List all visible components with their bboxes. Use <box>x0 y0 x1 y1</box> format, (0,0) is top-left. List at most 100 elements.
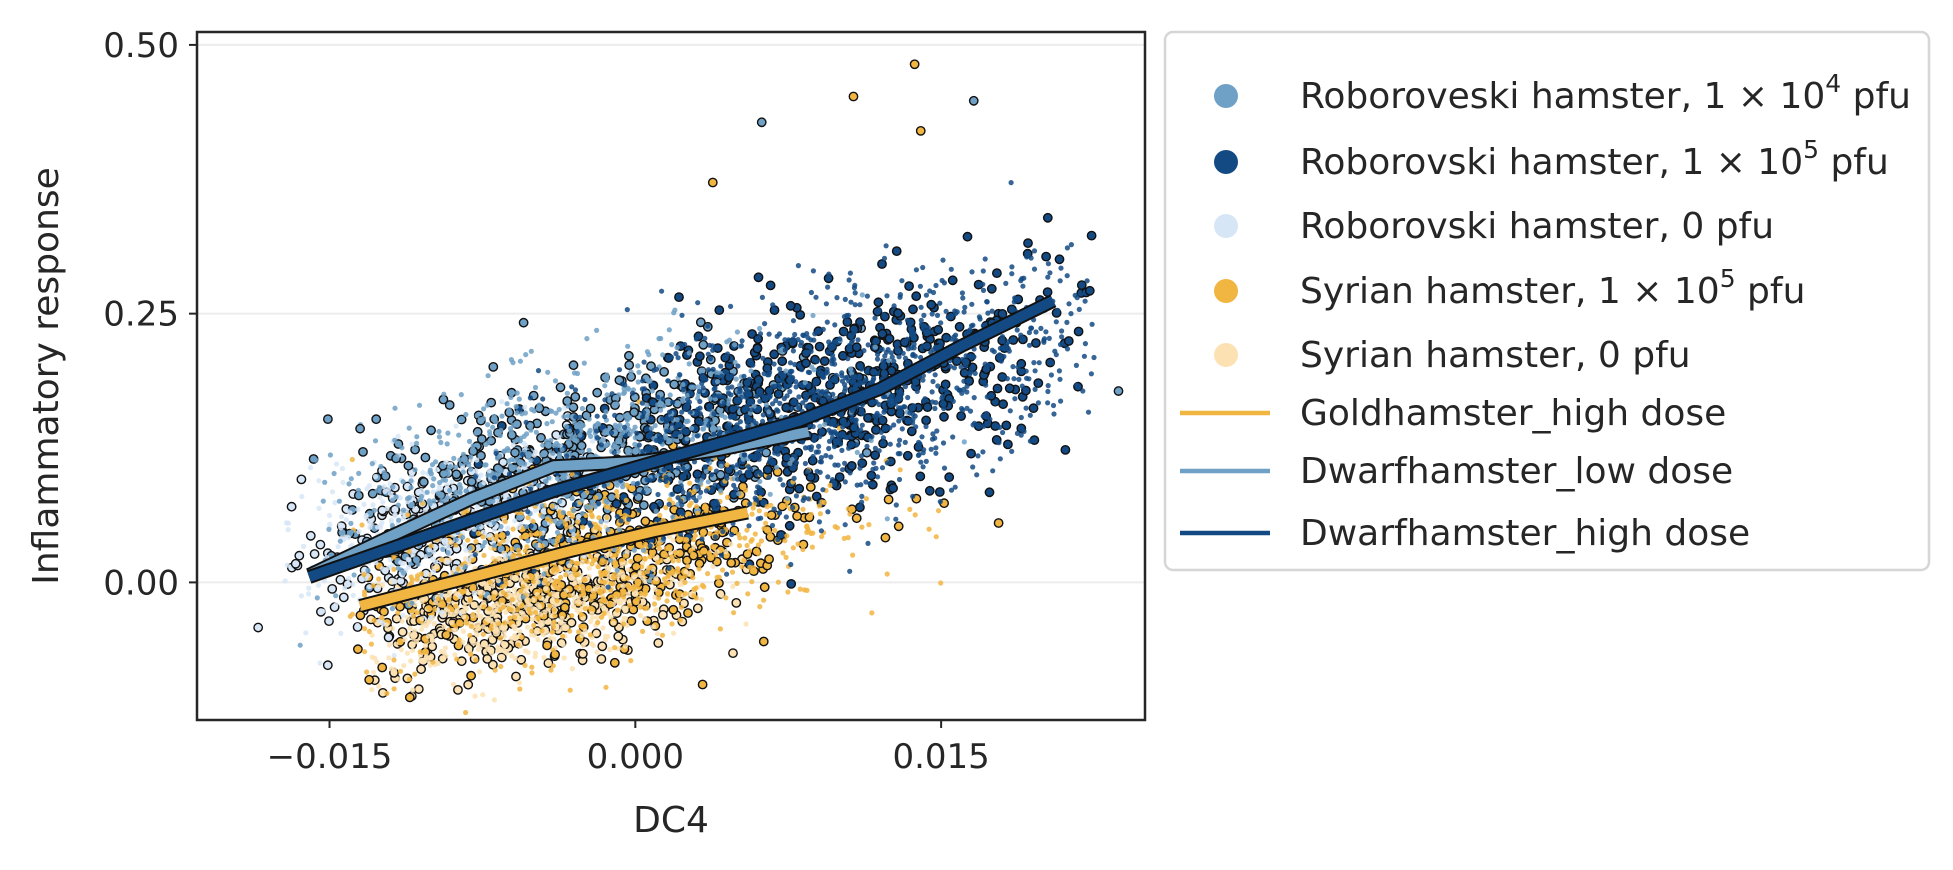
point <box>296 474 307 485</box>
point <box>981 423 987 429</box>
point <box>543 658 554 668</box>
point <box>414 440 420 446</box>
point <box>826 271 832 277</box>
point <box>710 563 716 569</box>
point <box>848 299 854 305</box>
point <box>709 544 716 550</box>
point <box>804 524 810 530</box>
point <box>698 339 709 350</box>
point <box>625 591 631 597</box>
point <box>349 456 355 463</box>
point <box>531 622 537 629</box>
point <box>793 493 800 499</box>
point <box>409 600 415 606</box>
point <box>364 674 375 685</box>
point <box>475 625 482 631</box>
point <box>448 619 454 626</box>
point <box>502 556 509 562</box>
point <box>606 565 612 571</box>
point <box>571 501 578 507</box>
point <box>642 591 648 597</box>
point <box>930 378 936 385</box>
point <box>678 433 684 440</box>
point <box>871 424 881 435</box>
point <box>449 479 455 485</box>
point <box>630 586 636 592</box>
point <box>494 601 500 607</box>
point <box>831 356 837 362</box>
point <box>790 336 796 342</box>
point <box>416 402 423 408</box>
point <box>501 647 507 653</box>
point <box>745 591 751 597</box>
point <box>816 368 822 374</box>
point <box>945 314 951 320</box>
point <box>580 422 586 428</box>
point <box>859 292 865 298</box>
point <box>587 427 593 433</box>
point <box>414 610 420 616</box>
point <box>475 589 481 595</box>
point <box>1053 319 1059 325</box>
point <box>811 396 817 403</box>
point <box>1080 388 1086 394</box>
point <box>785 337 792 343</box>
point <box>547 408 554 414</box>
point <box>452 652 458 658</box>
point <box>419 598 425 605</box>
point <box>852 418 858 424</box>
point <box>961 439 967 445</box>
point <box>599 579 605 585</box>
point <box>528 532 534 538</box>
point <box>792 331 798 338</box>
point <box>938 580 944 586</box>
point <box>893 308 903 319</box>
point <box>1086 230 1097 241</box>
point <box>1028 403 1039 414</box>
point <box>486 595 492 601</box>
point <box>396 517 402 523</box>
point <box>658 407 664 413</box>
point <box>789 405 795 412</box>
point <box>332 500 338 506</box>
point <box>866 470 877 481</box>
point <box>604 499 610 505</box>
point <box>837 336 843 342</box>
point <box>486 468 492 474</box>
point <box>430 568 437 575</box>
point <box>320 498 326 504</box>
point <box>528 427 534 433</box>
point <box>621 574 627 580</box>
point <box>1059 334 1065 340</box>
point <box>483 583 489 590</box>
point <box>300 543 307 550</box>
point <box>572 576 578 583</box>
point <box>408 478 414 484</box>
point <box>463 547 469 553</box>
point <box>480 631 486 637</box>
point <box>576 629 582 635</box>
point <box>865 540 871 547</box>
point <box>644 568 651 575</box>
point <box>327 452 333 458</box>
point <box>425 633 432 639</box>
point <box>1048 372 1054 378</box>
point <box>460 451 466 457</box>
point <box>290 558 301 569</box>
point <box>810 424 816 430</box>
point <box>851 513 862 524</box>
point <box>634 481 640 487</box>
point <box>385 565 392 571</box>
point <box>393 641 399 647</box>
point <box>569 666 576 672</box>
point <box>347 510 353 516</box>
point <box>659 416 666 422</box>
point <box>446 464 452 470</box>
point <box>391 657 397 663</box>
point <box>432 606 438 612</box>
point <box>743 621 749 627</box>
point <box>863 496 870 502</box>
point <box>565 413 571 419</box>
point <box>752 531 758 537</box>
point <box>845 356 851 362</box>
